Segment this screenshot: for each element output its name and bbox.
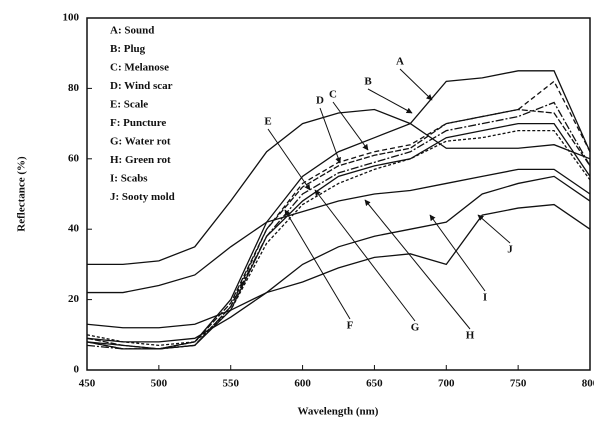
annotation-arrow <box>429 214 486 292</box>
annotation-arrow <box>284 209 351 320</box>
legend-label: F: Puncture <box>110 117 166 129</box>
y-tick-label: 20 <box>68 293 80 305</box>
x-axis-label: Wavelength (nm) <box>298 406 379 418</box>
annotation: H <box>466 330 475 342</box>
annotation: B <box>364 76 372 88</box>
legend-label: E: Scale <box>110 99 148 111</box>
series-line <box>87 168 591 294</box>
annotation: J <box>507 244 513 256</box>
legend-label: B: Plug <box>110 43 146 55</box>
annotation: A <box>396 56 404 68</box>
annotation: I <box>483 292 487 304</box>
annotation: E <box>264 116 271 128</box>
annotation-arrow <box>332 101 369 151</box>
series-line <box>86 129 591 347</box>
y-tick-label: 80 <box>68 82 80 94</box>
x-tick-label: 500 <box>151 378 168 390</box>
annotation-arrow <box>367 88 413 114</box>
annotation-arrow <box>399 68 433 101</box>
series-line <box>87 108 591 266</box>
annotation-arrow <box>364 199 471 330</box>
annotation-arrow <box>477 214 511 244</box>
legend-label: D: Wind scar <box>110 80 173 92</box>
legend-label: C: Melanose <box>110 62 169 74</box>
x-tick-label: 450 <box>79 378 96 390</box>
x-tick-label: 700 <box>438 378 455 390</box>
y-tick-label: 40 <box>68 223 80 235</box>
annotation-arrow <box>319 107 341 164</box>
legend-label: I: Scabs <box>110 173 148 185</box>
x-tick-label: 650 <box>366 378 383 390</box>
annotation: F <box>347 320 354 332</box>
series-line <box>86 175 591 343</box>
y-tick-label: 60 <box>68 152 80 164</box>
series-line <box>86 203 591 329</box>
y-tick-label: 0 <box>74 364 80 376</box>
series-line <box>86 122 591 350</box>
legend-label: G: Water rot <box>110 136 171 148</box>
x-tick-label: 800 <box>582 378 594 390</box>
annotation: C <box>329 89 337 101</box>
annotation-arrow <box>267 128 311 191</box>
y-axis-label: Reflectance (%) <box>16 156 28 232</box>
y-tick-label: 100 <box>63 12 80 24</box>
x-tick-label: 600 <box>294 378 311 390</box>
x-tick-label: 550 <box>222 378 239 390</box>
annotation-arrow <box>314 189 416 322</box>
legend-label: A: Sound <box>110 25 154 37</box>
x-tick-label: 750 <box>510 378 527 390</box>
annotation: G <box>411 322 420 334</box>
legend-label: J: Sooty mold <box>110 191 175 203</box>
annotation: D <box>316 95 324 107</box>
legend-label: H: Green rot <box>110 154 171 166</box>
